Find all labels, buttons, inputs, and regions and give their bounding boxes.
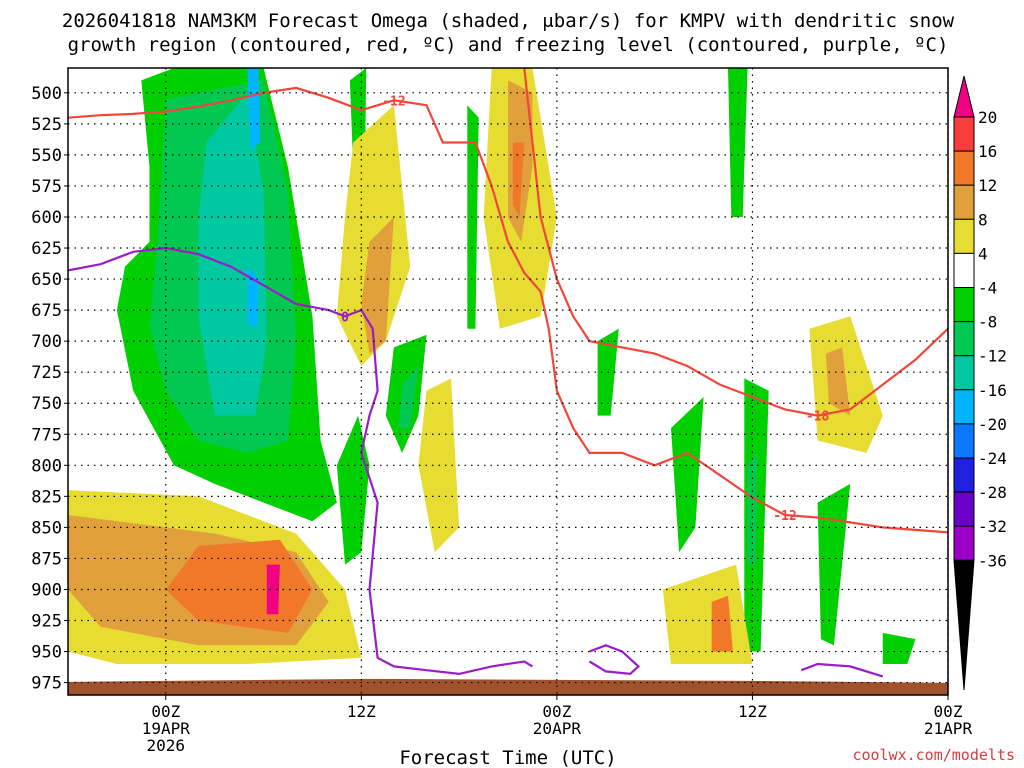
plot-area: -12 -12 -18 0: [67, 67, 949, 696]
omega-region-sinking-band-1-core: [361, 217, 394, 354]
x-tick-date-4: 21APR: [924, 719, 973, 738]
x-axis-title: Forecast Time (UTC): [399, 747, 616, 768]
colorbar-swatch-2: [953, 491, 975, 527]
dgz-contour-minus12-0: [68, 86, 948, 534]
omega-region-sinking-band-1: [336, 105, 411, 366]
colorbar-swatch-9: [953, 252, 975, 288]
colorbar-label-16: 16: [978, 142, 997, 161]
colorbar-label-minus12: -12: [978, 347, 1007, 366]
omega-region-upward-motion-peak-early: [247, 68, 261, 149]
colorbar-swatch-13: [953, 116, 975, 152]
y-tick-label-750: 750: [31, 394, 62, 414]
y-axis-ticks: 500 525 550 575 600 625 650 675 700 725 750 775 800 8…: [31, 84, 68, 694]
colorbar-label-minus28: -28: [978, 483, 1007, 502]
colorbar-label-minus36: -36: [978, 551, 1007, 570]
chart-title-line1: 2026041818 NAM3KM Forecast Omega (shaded…: [62, 10, 955, 32]
colorbar-top-arrow: [953, 75, 975, 118]
freezing-level-label-0: 0: [341, 310, 349, 325]
ground-terrain: [68, 678, 948, 695]
x-tick-label-3: 12Z: [738, 702, 767, 721]
y-tick-label-500: 500: [31, 84, 62, 104]
colorbar-label-8: 8: [978, 210, 988, 229]
y-tick-label-550: 550: [31, 146, 62, 166]
colorbar-swatch-12: [953, 150, 975, 186]
colorbar-label-4: 4: [978, 244, 988, 263]
gridlines: [68, 68, 949, 695]
omega-region-sinking-lowlevel-peak: [266, 564, 280, 615]
y-tick-label-875: 875: [31, 549, 62, 569]
y-tick-label-725: 725: [31, 363, 62, 383]
x-tick-label-0: 00Z: [151, 702, 180, 721]
omega-region-upward-motion-mid-core: [398, 366, 419, 429]
x-tick-label-1: 12Z: [347, 702, 376, 721]
freezing-level-contour-1: [588, 644, 641, 676]
colorbar-label-minus24: -24: [978, 449, 1007, 468]
y-tick-label-625: 625: [31, 239, 62, 259]
y-tick-label-575: 575: [31, 177, 62, 197]
y-tick-label-825: 825: [31, 487, 62, 507]
y-tick-label-700: 700: [31, 332, 62, 352]
omega-region-upward-motion-column-1: [467, 105, 479, 329]
y-tick-label-900: 900: [31, 580, 62, 600]
colorbar-label-20: 20: [978, 108, 997, 127]
omega-region-upward-motion-late-4: [817, 483, 851, 646]
omega-region-sinking-band-5-core: [825, 347, 851, 416]
y-tick-label-650: 650: [31, 270, 62, 290]
omega-region-sinking-band-2-max: [512, 142, 525, 217]
plot-inner: -12 -12 -18 0: [68, 68, 948, 695]
y-tick-label-525: 525: [31, 115, 62, 135]
omega-region-sinking-band-4-core: [711, 595, 733, 652]
colorbar-label-minus4: -4: [978, 279, 997, 298]
colorbar-label-minus32: -32: [978, 517, 1007, 536]
x-tick-date-0: 19APR: [142, 719, 191, 738]
colorbar-swatch-5: [953, 389, 975, 425]
colorbar: 20 16 12 8 4 -4 -8 -12 -16 -20 -24 -28 -32 -36: [953, 75, 1007, 691]
colorbar-bottom-arrow: [953, 559, 975, 691]
omega-region-upward-motion-column-3: [728, 68, 748, 217]
chart-title-line2: growth region (contoured, red, ºC) and f…: [68, 34, 949, 56]
colorbar-swatch-10: [953, 218, 975, 254]
y-tick-label-775: 775: [31, 425, 62, 445]
x-tick-year-0: 2026: [147, 736, 186, 755]
watermark: coolwx.com/modelts: [852, 746, 1015, 764]
colorbar-swatch-6: [953, 355, 975, 391]
colorbar-swatch-3: [953, 457, 975, 493]
omega-region-upward-motion-late-3-core: [747, 452, 758, 565]
dgz-label-minus12-lower: -12: [773, 509, 796, 524]
y-tick-label-850: 850: [31, 518, 62, 538]
x-tick-date-2: 20APR: [533, 719, 582, 738]
y-tick-label-600: 600: [31, 208, 62, 228]
colorbar-label-minus16: -16: [978, 381, 1007, 400]
omega-region-upward-motion-max-early: [198, 92, 267, 416]
colorbar-label-12: 12: [978, 176, 997, 195]
y-tick-label-925: 925: [31, 612, 62, 632]
colorbar-swatch-11: [953, 184, 975, 220]
omega-region-upward-motion-late-5: [882, 632, 916, 664]
colorbar-swatch-4: [953, 423, 975, 459]
x-tick-label-4: 00Z: [934, 702, 963, 721]
y-tick-label-975: 975: [31, 674, 62, 694]
colorbar-label-minus20: -20: [978, 415, 1007, 434]
dgz-label-minus12-upper: -12: [382, 94, 405, 109]
y-tick-label-950: 950: [31, 643, 62, 663]
colorbar-swatch-7: [953, 321, 975, 357]
colorbar-swatch-8: [953, 287, 975, 323]
y-tick-label-675: 675: [31, 301, 62, 321]
dgz-contour-minus18-1: [523, 68, 948, 417]
colorbar-swatch-1: [953, 525, 975, 561]
omega-region-upward-motion-peak-early-2: [247, 266, 259, 329]
dgz-label-minus18: -18: [806, 410, 830, 425]
freezing-level-contour-0: [68, 246, 533, 676]
omega-region-upward-motion-late-3: [744, 378, 769, 652]
y-tick-label-800: 800: [31, 456, 62, 476]
x-tick-label-2: 00Z: [542, 702, 571, 721]
freezing-level-contour-2: [800, 662, 884, 678]
colorbar-label-minus8: -8: [978, 313, 997, 332]
omega-region-upward-motion-late-2: [671, 397, 704, 553]
